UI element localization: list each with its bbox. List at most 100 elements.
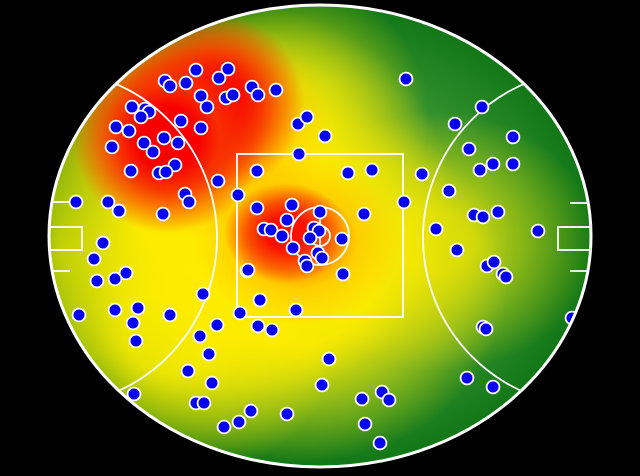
fifty-metre-arc-right	[422, 69, 590, 407]
event-point	[449, 242, 465, 258]
event-point	[447, 116, 463, 132]
event-point	[250, 87, 266, 103]
event-point	[428, 221, 444, 237]
event-point	[268, 82, 284, 98]
event-point	[162, 78, 178, 94]
event-point	[100, 194, 116, 210]
event-point	[121, 123, 137, 139]
event-point	[71, 307, 87, 323]
event-point	[356, 206, 372, 222]
event-point	[505, 129, 521, 145]
event-point	[334, 231, 350, 247]
event-points-layer	[68, 61, 580, 451]
event-point	[181, 194, 197, 210]
event-point	[211, 70, 227, 86]
event-point	[396, 194, 412, 210]
event-point	[126, 386, 142, 402]
event-point	[252, 292, 268, 308]
goal-square-right	[557, 226, 590, 251]
event-point	[89, 273, 105, 289]
event-point	[188, 62, 204, 78]
event-point	[204, 375, 220, 391]
boundary-line	[47, 3, 593, 469]
event-point	[136, 135, 152, 151]
event-point	[210, 173, 226, 189]
centre-square	[236, 153, 404, 318]
event-point	[274, 228, 290, 244]
event-point	[279, 212, 295, 228]
event-point	[108, 119, 124, 135]
event-point	[201, 346, 217, 362]
fifty-metre-arc-left	[50, 69, 218, 407]
event-point	[145, 144, 161, 160]
event-point	[263, 222, 279, 238]
event-point	[475, 209, 491, 225]
event-point	[243, 403, 259, 419]
event-point	[231, 414, 247, 430]
event-point	[240, 262, 256, 278]
event-point	[216, 419, 232, 435]
event-point	[472, 162, 488, 178]
event-point	[485, 379, 501, 395]
event-point	[302, 230, 318, 246]
event-point	[125, 315, 141, 331]
event-point	[193, 88, 209, 104]
event-point	[195, 286, 211, 302]
event-point	[264, 322, 280, 338]
event-point	[196, 395, 212, 411]
event-point	[357, 416, 373, 432]
event-point	[486, 254, 502, 270]
event-point	[498, 269, 514, 285]
event-point	[299, 109, 315, 125]
event-point	[381, 392, 397, 408]
event-point	[162, 307, 178, 323]
event-point	[107, 271, 123, 287]
event-point	[530, 223, 546, 239]
event-point	[180, 363, 196, 379]
event-point	[68, 194, 84, 210]
event-point	[474, 99, 490, 115]
event-point	[193, 120, 209, 136]
event-point	[354, 391, 370, 407]
event-point	[133, 109, 149, 125]
event-point	[155, 206, 171, 222]
event-point	[128, 333, 144, 349]
event-point	[461, 141, 477, 157]
event-point	[321, 351, 337, 367]
event-point	[156, 130, 172, 146]
event-point	[170, 135, 186, 151]
event-point	[173, 113, 189, 129]
event-point	[123, 163, 139, 179]
event-point	[220, 61, 236, 77]
event-point	[285, 240, 301, 256]
event-point	[250, 318, 266, 334]
event-point	[279, 406, 295, 422]
event-point	[299, 258, 315, 274]
event-point	[107, 302, 123, 318]
event-point	[478, 321, 494, 337]
event-point	[158, 164, 174, 180]
event-point	[291, 146, 307, 162]
event-point	[130, 300, 146, 316]
event-point	[199, 99, 215, 115]
event-point	[372, 435, 388, 451]
event-point	[398, 71, 414, 87]
event-point	[249, 163, 265, 179]
event-point	[104, 139, 120, 155]
event-point	[192, 328, 208, 344]
event-point	[441, 183, 457, 199]
event-point	[414, 166, 430, 182]
event-point	[505, 156, 521, 172]
event-point	[317, 128, 333, 144]
event-point	[490, 204, 506, 220]
event-point	[485, 156, 501, 172]
event-point	[459, 370, 475, 386]
event-point	[314, 377, 330, 393]
event-point	[340, 165, 356, 181]
event-point	[335, 266, 351, 282]
event-point	[314, 250, 330, 266]
event-point	[364, 162, 380, 178]
event-point	[249, 200, 265, 216]
